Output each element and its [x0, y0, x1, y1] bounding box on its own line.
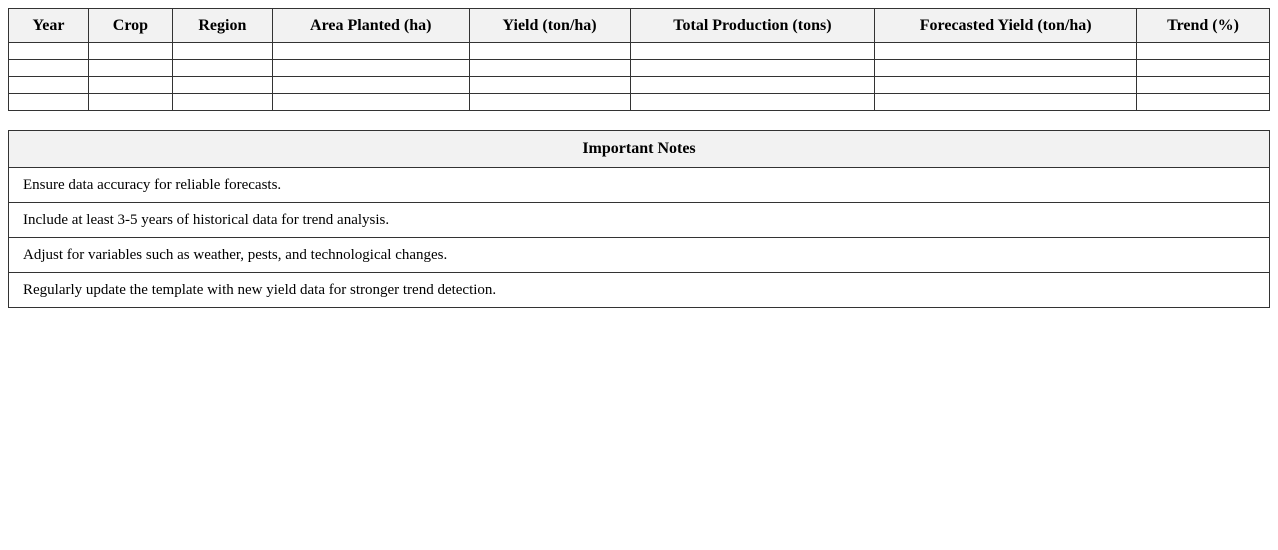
table-cell[interactable]	[468, 76, 631, 94]
table-row	[8, 59, 1270, 77]
table-row	[8, 93, 1270, 111]
table-cell[interactable]	[1136, 76, 1270, 94]
note-row: Ensure data accuracy for reliable foreca…	[8, 167, 1270, 203]
table-cell[interactable]	[87, 59, 173, 77]
table-cell[interactable]	[271, 42, 470, 60]
table-cell[interactable]	[87, 93, 173, 111]
note-row: Include at least 3-5 years of historical…	[8, 202, 1270, 238]
column-header-trend: Trend (%)	[1136, 8, 1270, 43]
column-header-total-production: Total Production (tons)	[629, 8, 876, 43]
table-cell[interactable]	[629, 59, 876, 77]
table-row	[8, 42, 1270, 60]
table-cell[interactable]	[629, 76, 876, 94]
table-cell[interactable]	[8, 59, 89, 77]
column-header-year: Year	[8, 8, 89, 43]
table-cell[interactable]	[874, 76, 1138, 94]
table-cell[interactable]	[171, 76, 273, 94]
important-notes-table: Important Notes Ensure data accuracy for…	[8, 130, 1270, 308]
table-cell[interactable]	[171, 59, 273, 77]
column-header-yield: Yield (ton/ha)	[468, 8, 631, 43]
table-cell[interactable]	[1136, 59, 1270, 77]
table-cell[interactable]	[468, 59, 631, 77]
table-header-row: Year Crop Region Area Planted (ha) Yield…	[8, 8, 1270, 43]
table-cell[interactable]	[8, 76, 89, 94]
table-cell[interactable]	[629, 93, 876, 111]
table-cell[interactable]	[874, 59, 1138, 77]
table-cell[interactable]	[1136, 93, 1270, 111]
notes-header-row: Important Notes	[8, 130, 1270, 168]
note-item: Ensure data accuracy for reliable foreca…	[8, 167, 1270, 203]
table-cell[interactable]	[8, 93, 89, 111]
table-cell[interactable]	[87, 42, 173, 60]
table-cell[interactable]	[468, 42, 631, 60]
table-cell[interactable]	[171, 42, 273, 60]
note-row: Regularly update the template with new y…	[8, 272, 1270, 308]
table-row	[8, 76, 1270, 94]
note-item: Regularly update the template with new y…	[8, 272, 1270, 308]
notes-title: Important Notes	[8, 130, 1270, 168]
table-cell[interactable]	[271, 76, 470, 94]
table-cell[interactable]	[8, 42, 89, 60]
table-cell[interactable]	[87, 76, 173, 94]
column-header-region: Region	[171, 8, 273, 43]
table-cell[interactable]	[171, 93, 273, 111]
column-header-forecasted-yield: Forecasted Yield (ton/ha)	[874, 8, 1138, 43]
table-cell[interactable]	[874, 93, 1138, 111]
column-header-crop: Crop	[87, 8, 173, 43]
table-cell[interactable]	[1136, 42, 1270, 60]
column-header-area-planted: Area Planted (ha)	[271, 8, 470, 43]
table-cell[interactable]	[271, 93, 470, 111]
page: Year Crop Region Area Planted (ha) Yield…	[8, 8, 1270, 308]
table-cell[interactable]	[468, 93, 631, 111]
table-cell[interactable]	[874, 42, 1138, 60]
note-item: Adjust for variables such as weather, pe…	[8, 237, 1270, 273]
table-cell[interactable]	[629, 42, 876, 60]
note-row: Adjust for variables such as weather, pe…	[8, 237, 1270, 273]
note-item: Include at least 3-5 years of historical…	[8, 202, 1270, 238]
table-cell[interactable]	[271, 59, 470, 77]
yield-forecast-table: Year Crop Region Area Planted (ha) Yield…	[8, 8, 1270, 111]
